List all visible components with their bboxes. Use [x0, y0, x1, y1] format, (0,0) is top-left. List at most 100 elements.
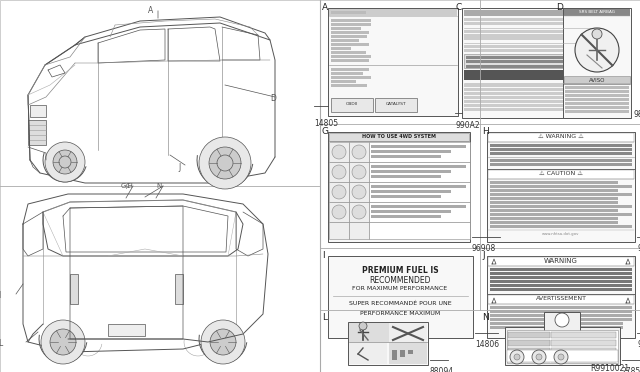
- Bar: [505, 327, 620, 365]
- Bar: [490, 163, 632, 166]
- Bar: [331, 35, 367, 38]
- Circle shape: [575, 28, 619, 72]
- Circle shape: [209, 147, 241, 179]
- Bar: [331, 11, 366, 14]
- Text: J: J: [482, 251, 484, 260]
- Bar: [490, 310, 632, 313]
- Bar: [331, 39, 359, 42]
- Text: N: N: [156, 183, 161, 189]
- Bar: [490, 284, 632, 287]
- Bar: [488, 295, 634, 304]
- Text: OBDII: OBDII: [346, 102, 358, 106]
- Bar: [329, 182, 349, 202]
- Bar: [565, 110, 629, 113]
- Bar: [508, 340, 550, 346]
- Bar: [551, 356, 616, 362]
- Bar: [331, 23, 371, 26]
- Bar: [369, 182, 470, 202]
- Bar: [331, 55, 371, 58]
- Text: N: N: [482, 313, 489, 322]
- Text: SRS BELT AIRBAG: SRS BELT AIRBAG: [579, 10, 615, 14]
- Bar: [371, 190, 451, 193]
- Bar: [371, 185, 466, 188]
- Circle shape: [359, 322, 367, 330]
- Circle shape: [332, 145, 346, 159]
- Bar: [348, 322, 428, 365]
- Bar: [464, 104, 600, 107]
- Bar: [369, 202, 470, 222]
- Bar: [328, 8, 458, 116]
- Text: G: G: [322, 127, 329, 136]
- Bar: [565, 106, 629, 109]
- Bar: [329, 142, 349, 162]
- Bar: [466, 56, 598, 59]
- Text: RECOMMENDED: RECOMMENDED: [369, 276, 431, 285]
- Bar: [462, 8, 602, 118]
- Bar: [565, 98, 629, 101]
- Text: D: D: [270, 94, 276, 103]
- Bar: [490, 209, 618, 212]
- Bar: [329, 222, 349, 239]
- Bar: [563, 8, 631, 118]
- Bar: [490, 288, 632, 291]
- Circle shape: [332, 185, 346, 199]
- Bar: [371, 165, 466, 168]
- Text: 14805: 14805: [314, 119, 338, 128]
- Bar: [490, 314, 632, 317]
- Bar: [490, 318, 632, 321]
- Bar: [349, 202, 369, 222]
- Bar: [371, 155, 441, 158]
- Text: J: J: [178, 163, 180, 172]
- Bar: [490, 268, 632, 271]
- Bar: [490, 201, 618, 204]
- Bar: [466, 65, 598, 68]
- Circle shape: [50, 329, 76, 355]
- Text: AVERTISSEMENT: AVERTISSEMENT: [536, 296, 586, 301]
- Circle shape: [510, 350, 524, 364]
- Bar: [490, 280, 632, 283]
- Bar: [331, 80, 356, 83]
- Bar: [371, 150, 451, 153]
- Text: 96908: 96908: [472, 244, 496, 253]
- Bar: [565, 94, 629, 97]
- Bar: [490, 272, 632, 275]
- Bar: [329, 162, 349, 182]
- Text: 96919P: 96919P: [637, 340, 640, 349]
- Text: 14806: 14806: [475, 340, 499, 349]
- Bar: [464, 108, 600, 111]
- Bar: [490, 225, 632, 228]
- Text: A: A: [148, 6, 153, 15]
- Bar: [488, 257, 634, 266]
- Bar: [389, 343, 427, 364]
- Text: FOR MAXIMUM PERFORMANCE: FOR MAXIMUM PERFORMANCE: [353, 286, 447, 291]
- Bar: [331, 59, 369, 62]
- Bar: [464, 49, 600, 52]
- Bar: [490, 326, 623, 329]
- Bar: [564, 76, 630, 84]
- Bar: [544, 312, 580, 332]
- Text: I: I: [322, 251, 324, 260]
- Circle shape: [532, 350, 546, 364]
- Bar: [565, 86, 629, 89]
- Bar: [464, 100, 600, 103]
- Text: ⚠ CAUTION ⚠: ⚠ CAUTION ⚠: [539, 171, 583, 176]
- Bar: [28, 120, 46, 145]
- Circle shape: [536, 354, 542, 360]
- Bar: [329, 133, 469, 141]
- Bar: [331, 47, 351, 50]
- Text: G,H: G,H: [121, 183, 134, 189]
- Bar: [349, 182, 369, 202]
- Bar: [565, 90, 629, 93]
- Circle shape: [592, 29, 602, 39]
- Bar: [490, 221, 618, 224]
- Text: 27850J: 27850J: [622, 367, 640, 372]
- Bar: [507, 330, 618, 363]
- Circle shape: [555, 313, 569, 327]
- Bar: [349, 323, 427, 342]
- Bar: [565, 102, 629, 105]
- Bar: [490, 322, 623, 325]
- Bar: [331, 72, 363, 75]
- Circle shape: [514, 354, 520, 360]
- Text: R9910021: R9910021: [590, 364, 629, 372]
- Bar: [371, 195, 441, 198]
